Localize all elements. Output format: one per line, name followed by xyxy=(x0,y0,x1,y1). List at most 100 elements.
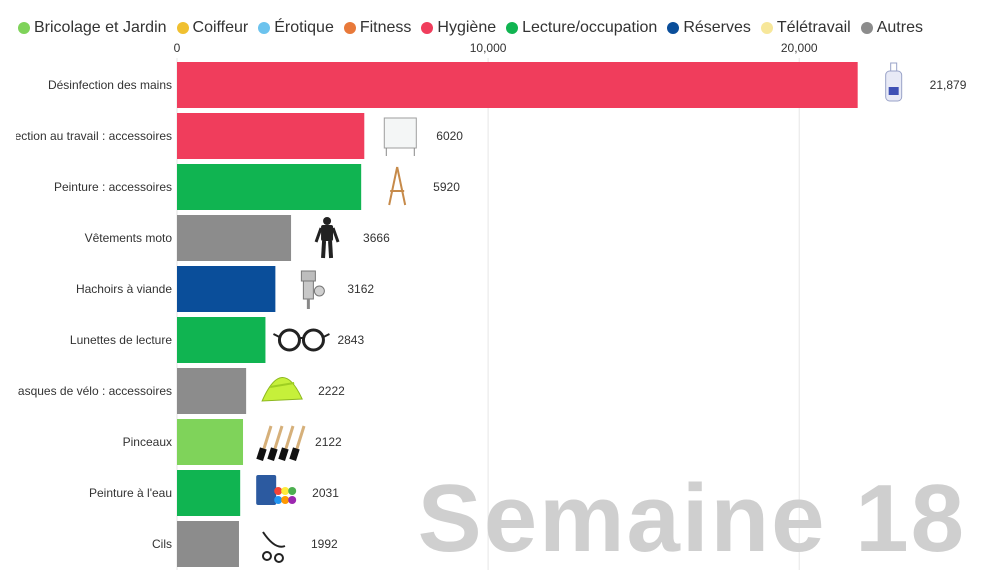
icon-part xyxy=(278,447,289,461)
legend-item[interactable]: Érotique xyxy=(258,19,334,37)
watercolor-set-icon xyxy=(256,475,297,505)
icon-part xyxy=(302,280,314,300)
value-label: 2222 xyxy=(318,384,345,398)
category-label: Lunettes de lecture xyxy=(70,333,172,347)
meat-grinder-icon xyxy=(300,270,325,309)
icon-part xyxy=(300,270,316,282)
legend-swatch xyxy=(760,22,773,34)
bar xyxy=(177,215,292,261)
legend-label: Érotique xyxy=(274,19,334,36)
legend-swatch xyxy=(176,22,189,34)
legend-label: Hygiène xyxy=(437,19,497,36)
icon-part xyxy=(281,487,290,495)
legend-swatch xyxy=(258,22,271,34)
legend-label: Télétravail xyxy=(776,19,851,36)
bar xyxy=(177,368,247,414)
icon-part xyxy=(274,496,283,504)
legend-label: Fitness xyxy=(359,19,412,36)
bar xyxy=(177,419,244,465)
category-label: Peinture à l'eau xyxy=(89,486,172,500)
icon-part xyxy=(256,447,267,461)
icon-part xyxy=(267,447,278,461)
easel-icon xyxy=(388,166,407,206)
sanitizer-bottle-icon xyxy=(885,62,903,102)
bar xyxy=(177,164,362,210)
icon-part xyxy=(328,240,334,259)
icon-part xyxy=(277,328,301,352)
icon-part xyxy=(288,487,297,495)
icon-part xyxy=(331,227,340,243)
legend-swatch xyxy=(506,22,519,34)
legend-swatch xyxy=(18,22,30,34)
legend-label: Autres xyxy=(876,19,923,36)
icon-part xyxy=(313,285,325,297)
category-label: Vêtements moto xyxy=(85,231,173,245)
value-label: 5920 xyxy=(433,180,460,194)
legend-item[interactable]: Télétravail xyxy=(760,19,851,37)
icon-part xyxy=(323,333,330,338)
category-label: Pinceaux xyxy=(123,435,172,449)
glasses-icon xyxy=(273,328,330,352)
icon-part xyxy=(262,531,286,548)
value-label: 6020 xyxy=(436,129,463,143)
icon-part xyxy=(314,227,323,243)
icon-part xyxy=(321,225,334,241)
legend-item[interactable]: Autres xyxy=(860,19,923,37)
icon-part xyxy=(885,70,903,102)
value-label: 2031 xyxy=(312,486,339,500)
bar xyxy=(177,317,266,363)
helmet-cover-icon xyxy=(261,377,303,402)
icon-part xyxy=(321,240,327,259)
bar xyxy=(177,521,239,567)
legend: Bricolage et Jardin Coiffeur Érotique Fitne… xyxy=(18,17,933,39)
x-tick-label: 20,000 xyxy=(781,41,818,55)
legend-item[interactable]: Lecture/occupation xyxy=(506,19,657,37)
value-label: 3666 xyxy=(363,231,390,245)
legend-label: Bricolage et Jardin xyxy=(34,19,167,36)
icon-part xyxy=(281,496,290,504)
value-label: 21,879 xyxy=(930,78,967,92)
icon-part xyxy=(274,487,283,495)
legend-item[interactable]: Fitness xyxy=(343,19,412,37)
icon-part xyxy=(269,382,295,388)
icon-part xyxy=(288,496,297,504)
category-label: asques de vélo : accessoires xyxy=(18,384,172,398)
icon-part xyxy=(890,62,898,72)
icon-part xyxy=(323,217,332,225)
category-label: Cils xyxy=(152,537,172,551)
legend-label: Coiffeur xyxy=(192,19,249,36)
legend-item[interactable]: Hygiène xyxy=(421,19,496,37)
value-label: 2843 xyxy=(337,333,364,347)
category-label: Désinfection des mains xyxy=(48,78,172,92)
x-tick-label: 10,000 xyxy=(470,41,507,55)
paintbrushes-icon xyxy=(256,425,306,461)
category-label: Peinture : accessoires xyxy=(54,180,172,194)
icon-part xyxy=(888,87,899,95)
category-label: Hachoirs à viande xyxy=(76,282,172,296)
bar xyxy=(177,113,365,159)
legend-item[interactable]: Réserves xyxy=(667,19,751,37)
legend-swatch xyxy=(667,22,680,34)
motorcycle-suit-icon xyxy=(314,217,340,259)
week-watermark: Semaine 18 xyxy=(417,465,966,572)
legend-item[interactable]: Bricolage et Jardin xyxy=(18,19,167,37)
legend-swatch xyxy=(421,22,434,34)
icon-part xyxy=(289,447,300,461)
icon-part xyxy=(301,328,325,352)
icon-part xyxy=(396,166,407,206)
bar xyxy=(177,266,276,312)
bar xyxy=(177,62,858,108)
legend-item[interactable]: Coiffeur xyxy=(176,19,249,37)
icon-part xyxy=(261,551,272,561)
icon-part xyxy=(256,475,277,505)
icon-part xyxy=(388,166,399,206)
eyelash-curler-icon xyxy=(261,531,286,563)
legend-swatch xyxy=(343,22,356,34)
icon-part xyxy=(383,117,417,149)
glass-screen-icon xyxy=(383,117,417,156)
x-tick-label: 0 xyxy=(174,41,181,55)
bar xyxy=(177,470,241,516)
legend-label: Lecture/occupation xyxy=(522,19,658,36)
icon-part xyxy=(273,333,280,338)
